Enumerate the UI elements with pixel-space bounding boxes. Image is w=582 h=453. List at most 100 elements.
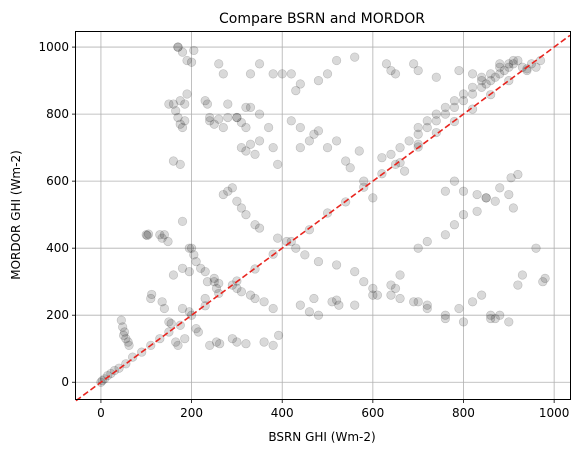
data-point bbox=[142, 230, 152, 241]
data-point bbox=[413, 122, 423, 133]
data-point bbox=[440, 102, 450, 113]
data-point bbox=[531, 62, 541, 72]
data-point bbox=[191, 324, 201, 334]
data-point bbox=[291, 86, 301, 96]
data-point bbox=[215, 339, 225, 349]
data-point bbox=[173, 340, 183, 350]
data-point bbox=[214, 288, 224, 299]
data-point bbox=[331, 55, 342, 66]
data-point bbox=[431, 109, 441, 119]
data-point bbox=[166, 318, 176, 329]
data-point bbox=[431, 72, 441, 82]
data-point bbox=[467, 89, 478, 99]
data-point bbox=[171, 337, 181, 347]
data-point bbox=[196, 263, 206, 273]
data-point bbox=[309, 129, 319, 139]
data-point bbox=[359, 277, 369, 287]
data-point bbox=[286, 116, 296, 126]
data-point bbox=[173, 42, 183, 52]
data-point bbox=[121, 334, 131, 344]
data-point bbox=[250, 149, 260, 159]
data-point bbox=[304, 307, 315, 317]
data-point bbox=[431, 127, 441, 138]
data-point bbox=[182, 55, 192, 66]
data-point bbox=[227, 183, 237, 193]
data-point bbox=[291, 243, 301, 253]
data-point bbox=[422, 236, 432, 247]
data-point bbox=[413, 129, 423, 139]
data-point bbox=[481, 193, 491, 203]
data-point bbox=[202, 99, 213, 109]
data-point bbox=[186, 57, 197, 67]
data-point bbox=[211, 283, 222, 293]
data-point bbox=[103, 370, 113, 381]
data-point bbox=[214, 114, 224, 124]
data-point bbox=[350, 52, 360, 62]
data-point bbox=[180, 334, 190, 344]
data-point bbox=[413, 243, 423, 253]
data-point bbox=[245, 139, 256, 149]
data-point bbox=[449, 96, 460, 106]
data-point bbox=[334, 300, 344, 310]
data-point bbox=[147, 289, 157, 300]
data-point bbox=[467, 69, 478, 79]
data-point bbox=[506, 173, 516, 183]
data-point bbox=[128, 352, 138, 362]
data-point bbox=[490, 72, 500, 82]
data-point bbox=[486, 69, 496, 79]
data-points bbox=[96, 42, 550, 387]
data-point bbox=[232, 196, 242, 206]
data-point bbox=[295, 79, 305, 89]
data-point bbox=[241, 102, 251, 113]
data-point bbox=[495, 310, 505, 320]
data-point bbox=[477, 82, 487, 92]
data-point bbox=[359, 176, 369, 186]
data-point bbox=[504, 62, 514, 72]
data-point bbox=[209, 273, 219, 283]
data-point bbox=[368, 283, 378, 293]
data-point bbox=[189, 45, 199, 56]
data-point bbox=[173, 42, 183, 52]
data-point bbox=[180, 99, 190, 109]
y-tick-label: 0 bbox=[61, 375, 69, 389]
data-point bbox=[232, 112, 242, 123]
x-tick-label: 0 bbox=[97, 406, 105, 420]
data-point bbox=[504, 317, 514, 327]
data-point bbox=[268, 69, 278, 79]
data-point bbox=[440, 310, 450, 320]
data-point bbox=[202, 277, 213, 287]
data-point bbox=[386, 65, 396, 76]
data-point bbox=[223, 99, 233, 109]
y-axis: 0 200 400 600 800 1000 bbox=[38, 40, 76, 389]
data-point bbox=[157, 297, 167, 307]
data-point bbox=[236, 203, 247, 213]
x-tick-label: 200 bbox=[180, 406, 203, 420]
data-point bbox=[481, 193, 491, 203]
data-point bbox=[254, 109, 265, 119]
data-point bbox=[177, 47, 188, 57]
data-point bbox=[245, 290, 256, 300]
data-point bbox=[345, 163, 355, 173]
data-point bbox=[486, 310, 496, 320]
data-point bbox=[250, 220, 260, 230]
data-point bbox=[200, 267, 210, 277]
data-point bbox=[209, 277, 219, 287]
data-point bbox=[538, 277, 548, 287]
data-point bbox=[143, 229, 154, 239]
data-point bbox=[173, 112, 183, 123]
data-point bbox=[513, 169, 523, 180]
data-point bbox=[454, 303, 464, 314]
data-point bbox=[259, 337, 269, 347]
data-point bbox=[540, 273, 550, 283]
data-point bbox=[422, 116, 432, 126]
data-point bbox=[372, 290, 382, 300]
data-point bbox=[227, 334, 237, 344]
data-point bbox=[490, 196, 500, 206]
reference-line bbox=[75, 34, 571, 402]
data-point bbox=[481, 79, 491, 89]
data-point bbox=[386, 149, 396, 159]
data-point bbox=[236, 287, 247, 297]
data-point bbox=[268, 340, 278, 350]
data-point bbox=[241, 146, 251, 156]
